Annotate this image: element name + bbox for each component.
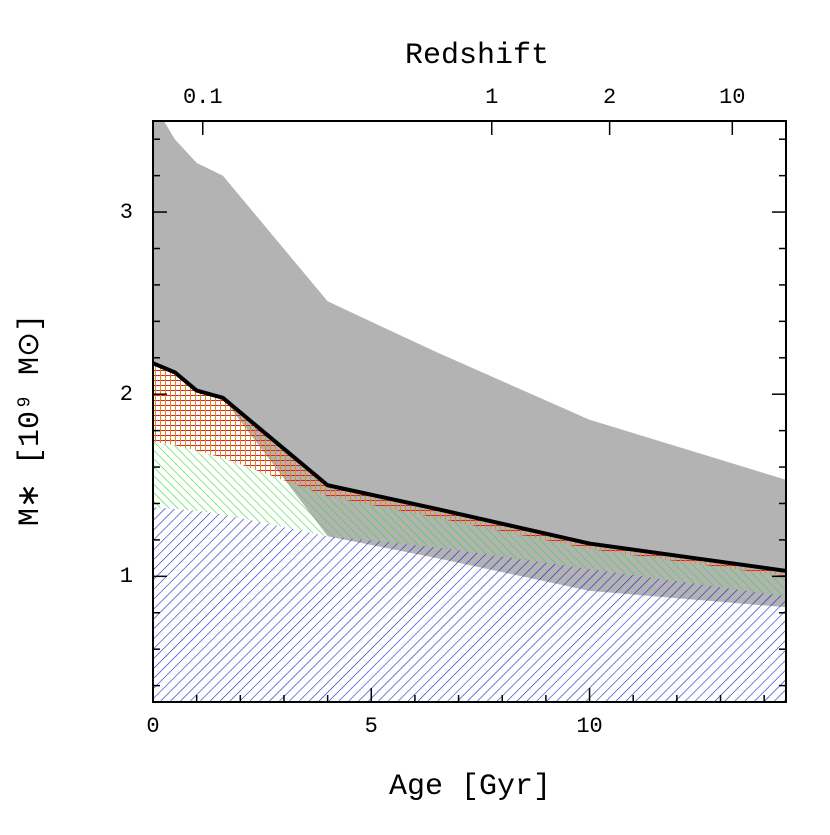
band xyxy=(153,363,786,577)
plot-area xyxy=(153,121,786,702)
chart-title: Redshift xyxy=(405,39,549,73)
x2-tick-label: 10 xyxy=(719,85,745,110)
x2-tick-label: 1 xyxy=(485,85,498,110)
x2-tick-label: 0.1 xyxy=(183,85,223,110)
line xyxy=(153,361,786,573)
band xyxy=(153,507,786,702)
y-tick-label: 1 xyxy=(120,564,133,589)
y-tick-label: 3 xyxy=(120,200,133,225)
x-tick-label: 0 xyxy=(146,714,159,739)
x-tick-label: 5 xyxy=(365,714,378,739)
plot-frame xyxy=(152,120,787,703)
y-tick-label: 2 xyxy=(120,382,133,407)
x2-tick-label: 2 xyxy=(603,85,616,110)
y-axis-label: M∗ [10⁹ M⊙] xyxy=(14,314,48,526)
x-tick-label: 10 xyxy=(576,714,602,739)
x-axis-label: Age [Gyr] xyxy=(389,770,551,804)
band xyxy=(153,441,786,597)
